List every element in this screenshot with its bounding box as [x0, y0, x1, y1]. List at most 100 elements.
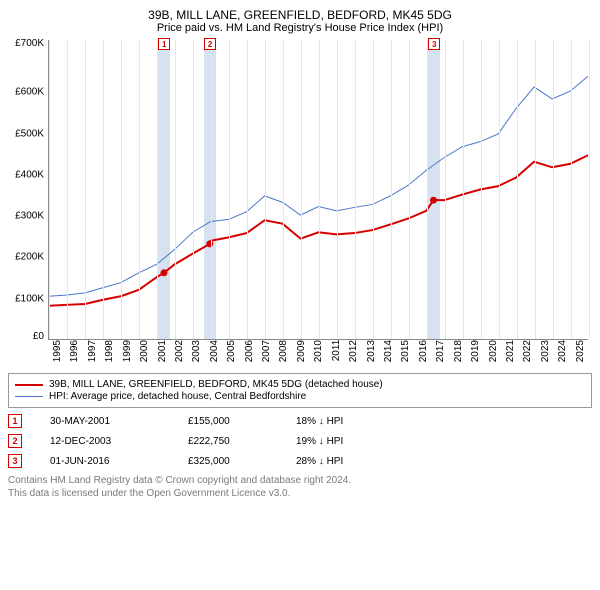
- sale-row-marker: 2: [8, 434, 22, 448]
- gridline: [571, 40, 572, 339]
- gridline: [265, 40, 266, 339]
- x-tick-label: 2001: [157, 340, 174, 365]
- gridline: [121, 40, 122, 339]
- gridline: [85, 40, 86, 339]
- y-tick-label: £700K: [8, 38, 44, 49]
- chart-title: 39B, MILL LANE, GREENFIELD, BEDFORD, MK4…: [8, 8, 592, 22]
- gridline: [247, 40, 248, 339]
- gridline: [481, 40, 482, 339]
- sale-row-date: 01-JUN-2016: [50, 456, 160, 467]
- x-tick-label: 2009: [296, 340, 313, 365]
- gridline: [553, 40, 554, 339]
- sale-dot: [160, 269, 167, 276]
- legend-swatch-2: [15, 396, 43, 397]
- gridline: [445, 40, 446, 339]
- y-tick-label: £600K: [8, 87, 44, 98]
- x-tick-label: 2022: [522, 340, 539, 365]
- gridline: [373, 40, 374, 339]
- x-tick-label: 2025: [575, 340, 592, 365]
- x-tick-label: 2004: [209, 340, 226, 365]
- y-tick-label: £200K: [8, 252, 44, 263]
- x-tick-label: 2021: [505, 340, 522, 365]
- x-tick-label: 1995: [52, 340, 69, 365]
- x-tick-label: 2011: [331, 340, 348, 365]
- chart-container: 39B, MILL LANE, GREENFIELD, BEDFORD, MK4…: [0, 0, 600, 365]
- gridline: [499, 40, 500, 339]
- x-tick-label: 2019: [470, 340, 487, 365]
- x-tick-label: 1999: [122, 340, 139, 365]
- x-tick-label: 2005: [226, 340, 243, 365]
- x-tick-label: 1997: [87, 340, 104, 365]
- sale-row-date: 30-MAY-2001: [50, 416, 160, 427]
- plot-row: £700K£600K£500K£400K£300K£200K£100K£0 12…: [8, 40, 592, 340]
- x-tick-label: 2020: [488, 340, 505, 365]
- legend-row-1: 39B, MILL LANE, GREENFIELD, BEDFORD, MK4…: [15, 379, 585, 390]
- sale-marker-box: 2: [204, 38, 216, 50]
- legend-swatch-1: [15, 384, 43, 386]
- gridline: [391, 40, 392, 339]
- x-tick-label: 2008: [278, 340, 295, 365]
- footnote: Contains HM Land Registry data © Crown c…: [8, 474, 592, 500]
- gridline: [283, 40, 284, 339]
- x-tick-label: 2007: [261, 340, 278, 365]
- x-tick-label: 2015: [400, 340, 417, 365]
- x-tick-label: 2013: [366, 340, 383, 365]
- x-tick-label: 2010: [313, 340, 330, 365]
- legend-row-2: HPI: Average price, detached house, Cent…: [15, 391, 585, 402]
- sale-marker-box: 3: [428, 38, 440, 50]
- x-tick-label: 2016: [418, 340, 435, 365]
- legend-label-1: 39B, MILL LANE, GREENFIELD, BEDFORD, MK4…: [49, 379, 383, 390]
- gridline: [229, 40, 230, 339]
- footnote-line-2: This data is licensed under the Open Gov…: [8, 487, 592, 500]
- gridline: [103, 40, 104, 339]
- gridline: [319, 40, 320, 339]
- gridline: [49, 40, 50, 339]
- sale-row-marker: 1: [8, 414, 22, 428]
- gridline: [157, 40, 158, 339]
- gridline: [517, 40, 518, 339]
- sale-dot: [430, 197, 437, 204]
- gridline: [355, 40, 356, 339]
- y-axis: £700K £600K £500K £400K £300K £200K £100K £0: [8, 40, 48, 340]
- sale-row: 2 12-DEC-2003 £222,750 19% ↓ HPI: [8, 434, 592, 448]
- gridline: [427, 40, 428, 339]
- sale-row: 130-MAY-2001£155,00018% ↓ HPI: [8, 414, 592, 428]
- y-tick-label: £500K: [8, 128, 44, 139]
- gridline: [139, 40, 140, 339]
- y-tick-label: £0: [8, 331, 44, 342]
- x-tick-label: 2024: [557, 340, 574, 365]
- gridline: [589, 40, 590, 339]
- y-tick-label: £100K: [8, 293, 44, 304]
- x-axis: 1995199619971998199920002001200220032004…: [52, 340, 592, 365]
- sale-row: 3 01-JUN-2016 £325,000 28% ↓ HPI: [8, 454, 592, 468]
- chart-subtitle: Price paid vs. HM Land Registry's House …: [8, 22, 592, 34]
- gridline: [535, 40, 536, 339]
- sale-marker-table: 130-MAY-2001£155,00018% ↓ HPI212-DEC-200…: [8, 414, 592, 468]
- y-tick-label: £400K: [8, 169, 44, 180]
- legend-label-2: HPI: Average price, detached house, Cent…: [49, 391, 306, 402]
- sale-row-diff: 28% ↓ HPI: [296, 456, 343, 467]
- sale-row-marker: 3: [8, 454, 22, 468]
- legend: 39B, MILL LANE, GREENFIELD, BEDFORD, MK4…: [8, 373, 592, 408]
- sale-row-date: 12-DEC-2003: [50, 436, 160, 447]
- x-tick-label: 2002: [174, 340, 191, 365]
- sale-row-price: £155,000: [188, 416, 268, 427]
- x-tick-label: 2012: [348, 340, 365, 365]
- x-tick-label: 1996: [69, 340, 86, 365]
- sale-row-price: £222,750: [188, 436, 268, 447]
- plot-area: 123: [48, 40, 588, 340]
- gridline: [409, 40, 410, 339]
- x-tick-label: 1998: [104, 340, 121, 365]
- gridline: [463, 40, 464, 339]
- footnote-line-1: Contains HM Land Registry data © Crown c…: [8, 474, 592, 487]
- gridline: [337, 40, 338, 339]
- x-tick-label: 2023: [540, 340, 557, 365]
- x-tick-label: 2017: [435, 340, 452, 365]
- x-tick-label: 2014: [383, 340, 400, 365]
- sale-row-diff: 19% ↓ HPI: [296, 436, 343, 447]
- gridline: [301, 40, 302, 339]
- y-tick-label: £300K: [8, 211, 44, 222]
- sale-dot: [206, 240, 213, 247]
- gridline: [175, 40, 176, 339]
- sale-row-price: £325,000: [188, 456, 268, 467]
